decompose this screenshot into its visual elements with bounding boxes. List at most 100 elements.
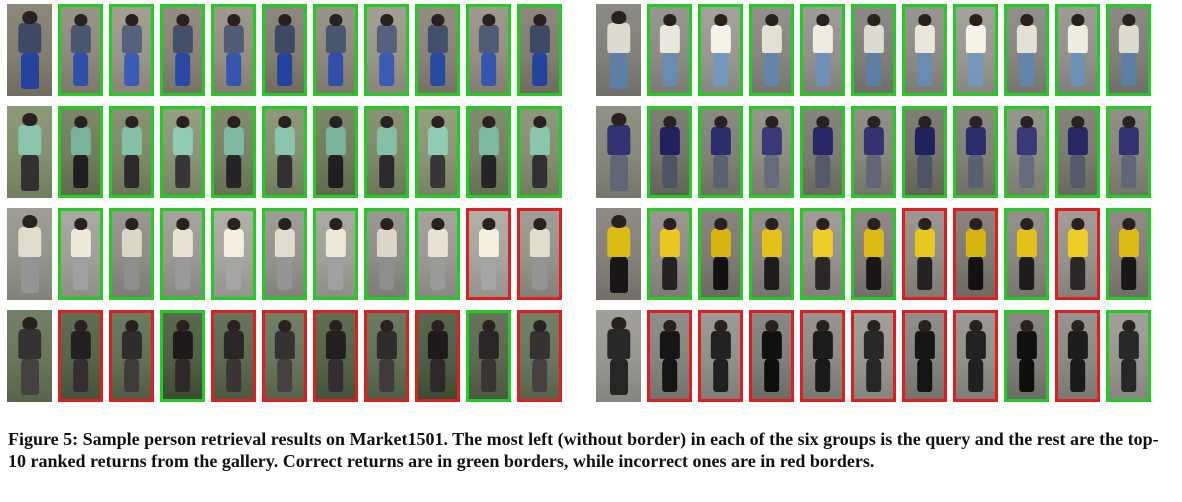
left-group-4-rank-7-incorrect [364, 310, 409, 402]
left-group-1-rank-3-correct [160, 4, 205, 96]
left-group-4-rank-4-incorrect [211, 310, 256, 402]
person-photo [905, 313, 944, 399]
person-photo [596, 310, 641, 402]
left-group-2-rank-7-correct [364, 106, 409, 198]
person-photo [163, 313, 202, 399]
person-photo [265, 313, 304, 399]
person-photo [418, 313, 457, 399]
person-photo [214, 7, 253, 93]
person-photo [854, 211, 893, 297]
person-photo [214, 313, 253, 399]
left-group-4-rank-9-correct [466, 310, 511, 402]
person-photo [520, 7, 559, 93]
person-photo [7, 4, 52, 96]
person-photo [803, 7, 842, 93]
person-photo [1058, 313, 1097, 399]
left-group-3-rank-2-correct [109, 208, 154, 300]
person-photo [367, 109, 406, 195]
right-group-1-rank-1-correct [647, 4, 692, 96]
person-photo [61, 109, 100, 195]
right-group-2-rank-3-correct [749, 106, 794, 198]
right-group-1-rank-10-correct [1106, 4, 1151, 96]
right-group-2-rank-6-correct [902, 106, 947, 198]
person-photo [650, 211, 689, 297]
person-photo [316, 211, 355, 297]
person-photo [112, 313, 151, 399]
right-group-4-rank-5-incorrect [851, 310, 896, 402]
person-photo [1007, 7, 1046, 93]
right-group-3-rank-1-correct [647, 208, 692, 300]
person-photo [316, 313, 355, 399]
right-results-panel [596, 4, 1151, 402]
left-group-2-rank-5-correct [262, 106, 307, 198]
left-group-3-query-image [7, 208, 52, 300]
person-photo [469, 109, 508, 195]
person-photo [7, 208, 52, 300]
person-photo [265, 7, 304, 93]
right-group-1-rank-2-correct [698, 4, 743, 96]
right-group-3-rank-2-correct [698, 208, 743, 300]
left-group-4-rank-3-correct [160, 310, 205, 402]
left-group-3-rank-8-correct [415, 208, 460, 300]
right-group-4-rank-6-incorrect [902, 310, 947, 402]
right-group-4-rank-3-incorrect [749, 310, 794, 402]
left-group-2-rank-4-correct [211, 106, 256, 198]
person-photo [905, 7, 944, 93]
person-photo [520, 109, 559, 195]
right-group-2-rank-5-correct [851, 106, 896, 198]
person-photo [61, 313, 100, 399]
left-group-4-query-image [7, 310, 52, 402]
left-group-1-rank-2-correct [109, 4, 154, 96]
person-photo [1109, 7, 1148, 93]
person-photo [367, 7, 406, 93]
person-photo [1007, 109, 1046, 195]
left-group-1-rank-1-correct [58, 4, 103, 96]
left-group-3-rank-7-correct [364, 208, 409, 300]
right-group-1-query-image [596, 4, 641, 96]
right-group-4-rank-10-correct [1106, 310, 1151, 402]
right-group-3-rank-9-incorrect [1055, 208, 1100, 300]
left-group-2-rank-9-correct [466, 106, 511, 198]
right-group-3-rank-10-correct [1106, 208, 1151, 300]
right-group-1-rank-4-correct [800, 4, 845, 96]
left-group-4-rank-10-incorrect [517, 310, 562, 402]
person-photo [418, 211, 457, 297]
person-photo [701, 109, 740, 195]
right-group-3-rank-4-correct [800, 208, 845, 300]
person-photo [1109, 109, 1148, 195]
left-group-3-rank-1-correct [58, 208, 103, 300]
left-group-1-rank-10-correct [517, 4, 562, 96]
right-group-2-rank-10-correct [1106, 106, 1151, 198]
left-group-3-rank-3-correct [160, 208, 205, 300]
left-group-4-rank-6-incorrect [313, 310, 358, 402]
person-photo [367, 313, 406, 399]
person-photo [701, 313, 740, 399]
person-photo [469, 313, 508, 399]
person-photo [1007, 313, 1046, 399]
left-group-1-rank-5-correct [262, 4, 307, 96]
person-photo [316, 109, 355, 195]
person-photo [163, 109, 202, 195]
person-photo [596, 4, 641, 96]
person-photo [956, 109, 995, 195]
left-group-1-rank-7-correct [364, 4, 409, 96]
person-photo [112, 7, 151, 93]
left-group-2-rank-10-correct [517, 106, 562, 198]
left-group-4-rank-5-incorrect [262, 310, 307, 402]
person-photo [163, 7, 202, 93]
right-group-4-rank-1-incorrect [647, 310, 692, 402]
person-photo [596, 106, 641, 198]
person-photo [469, 7, 508, 93]
person-photo [596, 208, 641, 300]
left-group-1-rank-4-correct [211, 4, 256, 96]
right-group-1-rank-5-correct [851, 4, 896, 96]
right-group-1-rank-9-correct [1055, 4, 1100, 96]
left-group-3-rank-6-correct [313, 208, 358, 300]
left-group-1-rank-9-correct [466, 4, 511, 96]
person-photo [214, 211, 253, 297]
right-group-4-rank-7-incorrect [953, 310, 998, 402]
person-photo [112, 109, 151, 195]
right-group-2-rank-4-correct [800, 106, 845, 198]
person-photo [956, 211, 995, 297]
left-group-4-rank-2-incorrect [109, 310, 154, 402]
